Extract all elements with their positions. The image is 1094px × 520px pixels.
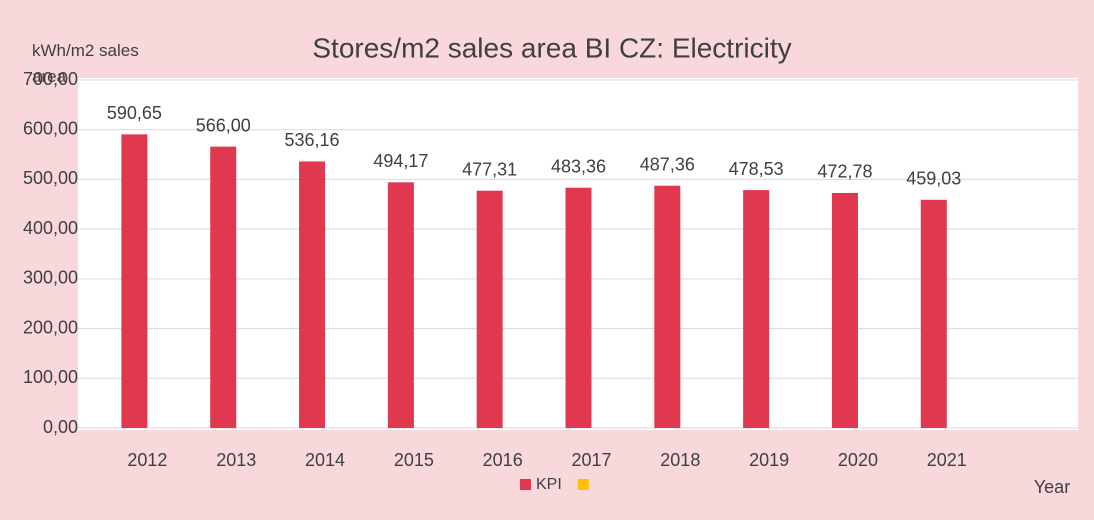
legend-label: KPI [536,476,562,493]
x-tick-label: 2017 [571,450,611,470]
x-tick-label: 2018 [660,450,700,470]
data-label: 478,53 [729,159,784,179]
bar [476,190,503,428]
x-tick-label: 2020 [838,450,878,470]
y-tick-label: 0,00 [43,417,78,437]
x-tick-label: 2019 [749,450,789,470]
data-label: 483,36 [551,156,606,176]
bar [121,134,148,429]
bar [210,146,237,429]
data-label: 472,78 [817,162,872,182]
y-tick-label: 300,00 [23,268,78,288]
x-tick-label: 2015 [394,450,434,470]
bar [743,190,770,428]
y-tick-label: 400,00 [23,218,78,238]
data-label: 487,36 [640,154,695,174]
bar [299,161,326,428]
chart-title: Stores/m2 sales area BI CZ: Electricity [312,32,791,63]
data-label: 536,16 [285,130,340,150]
y-axis-label: kWh/m2 sales area [32,41,139,86]
bar [387,182,414,428]
bar [654,185,681,428]
bar [831,192,858,428]
data-label: 494,17 [373,151,428,171]
data-label: 459,03 [906,169,961,189]
y-tick-label: 500,00 [23,168,78,188]
y-tick-label: 100,00 [23,367,78,387]
y-tick-label: 200,00 [23,317,78,337]
y-tick-label: 700,00 [23,69,78,89]
data-label: 477,31 [462,159,517,179]
x-tick-label: 2012 [127,450,167,470]
data-label: 590,65 [107,103,162,123]
legend-swatch [520,479,531,490]
x-tick-label: 2013 [216,450,256,470]
x-tick-label: 2014 [305,450,345,470]
x-tick-label: 2021 [927,450,967,470]
legend-swatch [577,479,589,490]
bar [920,199,947,428]
x-axis-label: Year [1034,477,1070,497]
x-tick-label: 2016 [483,450,523,470]
bar [565,187,592,428]
data-label: 566,00 [196,115,251,135]
y-tick-label: 600,00 [23,118,78,138]
